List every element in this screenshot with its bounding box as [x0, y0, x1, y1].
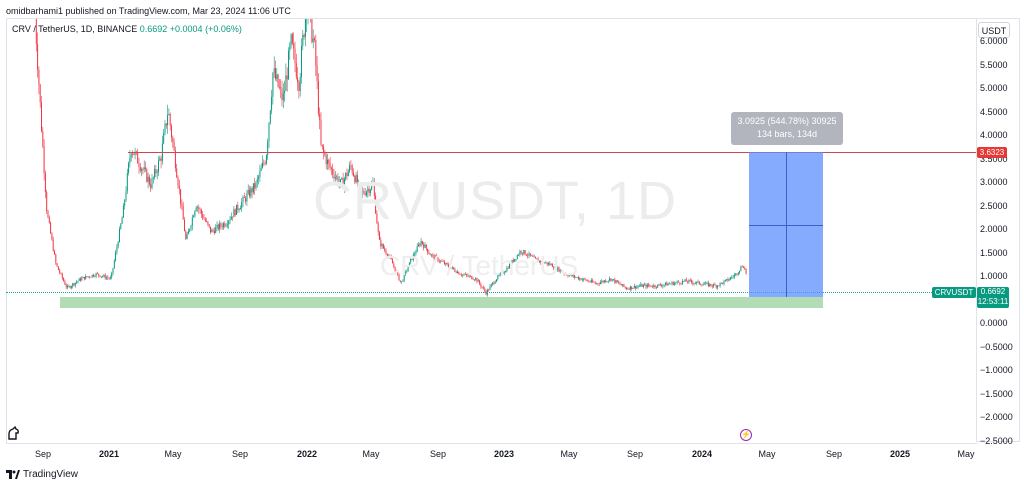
price-series — [35, 19, 747, 297]
footer: TradingView — [0, 466, 1024, 485]
time-tick-label: May — [758, 449, 776, 459]
price-tick-label: 4.5000 — [980, 106, 1008, 117]
legend-symbol: CRV / TetherUS, 1D, BINANCE — [12, 24, 138, 34]
price-tick-label: −2.0000 — [980, 412, 1013, 422]
symbol-watermark-description: CRV / TetherUS — [380, 250, 579, 281]
publish-bar: omidbarhami1 published on TradingView.co… — [0, 0, 1024, 22]
chart-pane[interactable] — [6, 18, 977, 444]
price-tick-label: −0.5000 — [980, 341, 1013, 352]
resistance-price-label: 3.6323 — [977, 147, 1007, 158]
last-price-label: 0.6692 12:53:11 — [977, 287, 1009, 308]
time-tick-label: Sep — [429, 449, 447, 459]
resistance-horizontal-line[interactable] — [128, 152, 976, 153]
price-scale[interactable] — [976, 18, 1020, 442]
price-tick-label: 3.5000 — [980, 153, 1008, 164]
measure-label: 3.0925 (544.78%) 30925 134 bars, 134d — [731, 112, 843, 145]
time-tick-label: Sep — [626, 449, 644, 459]
lightning-icon[interactable]: ⚡ — [740, 429, 752, 441]
last-price-value: 0.6692 — [980, 287, 1006, 296]
price-tick-label: 5.0000 — [980, 83, 1008, 93]
support-zone-rectangle[interactable] — [60, 297, 823, 308]
price-tick-label: −2.5000 — [980, 435, 1013, 446]
price-tick-label: 1.0000 — [980, 271, 1008, 281]
time-tick-label: 2023 — [493, 449, 515, 459]
tradingview-horse-icon — [6, 425, 22, 441]
price-tick-label: 3.0000 — [980, 177, 1008, 187]
price-tick-label: 6.0000 — [980, 36, 1008, 46]
published-info: omidbarhami1 published on TradingView.co… — [6, 6, 291, 16]
legend-change: +0.0004 (+0.06%) — [169, 24, 242, 34]
time-tick-label: Sep — [825, 449, 843, 459]
measure-change-text: 3.0925 (544.78%) 30925 — [737, 116, 837, 126]
time-tick-label: 2021 — [98, 449, 120, 459]
measure-horizontal-line — [749, 225, 823, 226]
measure-bars-text: 134 bars, 134d — [756, 129, 818, 139]
price-tick-label: −1.0000 — [980, 365, 1013, 375]
price-tick-label: 4.0000 — [980, 130, 1008, 140]
price-tick-label: 2.0000 — [980, 224, 1008, 234]
time-tick-label: Sep — [34, 449, 52, 459]
price-tick-label: 5.5000 — [980, 59, 1008, 70]
bar-countdown: 12:53:11 — [977, 297, 1009, 306]
currency-button[interactable]: USDT — [978, 22, 1010, 38]
symbol-watermark: CRVUSDT, 1D — [312, 171, 678, 231]
time-tick-label: May — [957, 449, 975, 459]
price-tick-label: 2.5000 — [980, 200, 1008, 211]
last-price-line — [6, 292, 976, 293]
price-tick-label: −1.5000 — [980, 388, 1013, 399]
price-tick-label: 1.5000 — [980, 247, 1008, 258]
symbol-price-label: CRVUSDT — [932, 287, 976, 298]
time-tick-label: May — [362, 449, 380, 459]
legend-last-price: 0.6692 — [139, 24, 168, 34]
time-tick-label: 2022 — [296, 449, 318, 459]
time-tick-label: May — [164, 449, 182, 459]
price-tick-label: 0.0000 — [980, 318, 1008, 328]
symbol-legend[interactable]: CRV / TetherUS, 1D, BINANCE 0.6692 +0.00… — [12, 24, 242, 34]
measure-vertical-line — [786, 152, 787, 297]
time-tick-label: Sep — [231, 449, 249, 459]
tradingview-logo-icon — [6, 470, 20, 479]
footer-brand: TradingView — [23, 469, 79, 480]
time-tick-label: 2024 — [691, 449, 713, 459]
time-tick-label: 2025 — [889, 449, 911, 459]
time-tick-label: May — [560, 449, 578, 459]
